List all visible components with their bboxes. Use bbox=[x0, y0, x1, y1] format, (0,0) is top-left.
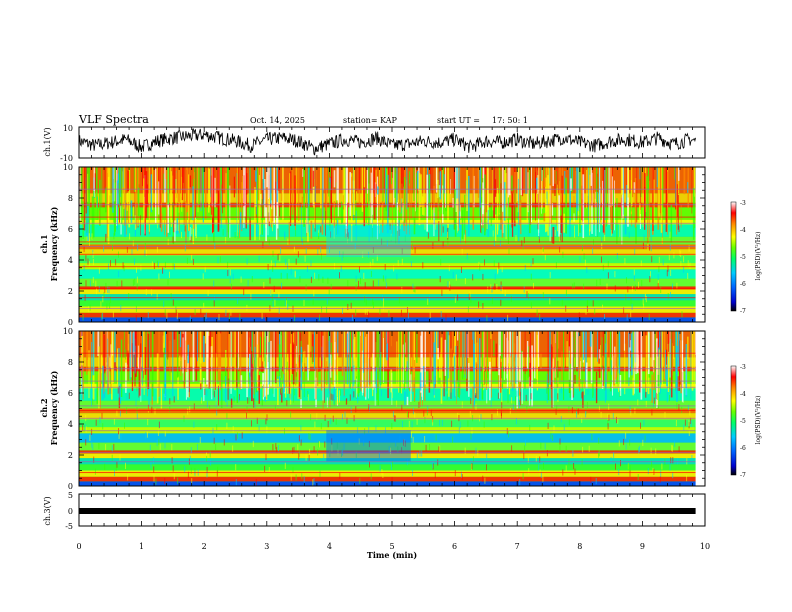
x-tick-label-10: 10 bbox=[700, 542, 710, 551]
ch1-ylabel-freq: Frequency (kHz) bbox=[49, 206, 59, 281]
figure-title: VLF Spectra bbox=[78, 113, 149, 126]
x-tick-label-2: 2 bbox=[202, 542, 207, 551]
x-tick-label-4: 4 bbox=[327, 542, 332, 551]
ch2-colorbar-label: log(PSD)(V²/Hz) bbox=[755, 396, 762, 445]
figure-date: Oct. 14, 2025 bbox=[250, 116, 305, 125]
freq-tick-label: 4 bbox=[68, 256, 73, 265]
ch1-colorbar-tick-3: -6 bbox=[740, 281, 746, 288]
figure-station: station= KAP bbox=[343, 116, 398, 125]
x-tick-label-5: 5 bbox=[389, 542, 394, 551]
ch3-ytick-top: 5 bbox=[68, 491, 73, 500]
ch2-ylabel-channel: ch.2 bbox=[39, 398, 49, 417]
ch2-ylabel-freq: Frequency (kHz) bbox=[49, 370, 59, 445]
x-tick-labels: 0 1 2 3 4 5 6 7 8 9 10 bbox=[76, 542, 710, 551]
ch2-colorbar: -3 -4 -5 -6 -7 log(PSD)(V²/Hz) bbox=[730, 364, 762, 479]
figure-start-value: 17: 50: 1 bbox=[492, 116, 528, 125]
ch2-colorbar-bar bbox=[730, 365, 737, 476]
ch1-colorbar-tick-1: -4 bbox=[740, 227, 746, 234]
ch2-colorbar-tick-0: -3 bbox=[740, 364, 746, 371]
x-tick-label-3: 3 bbox=[264, 542, 269, 551]
freq-tick-label: 10 bbox=[63, 327, 73, 336]
x-axis-label: Time (min) bbox=[367, 550, 417, 560]
ch3-ylabel: ch.3(V) bbox=[43, 496, 52, 525]
ch1-colorbar-tick-4: -7 bbox=[740, 308, 746, 315]
x-tick-label-1: 1 bbox=[139, 542, 144, 551]
ch1-spectrogram-panel: 0 2 4 6 8 10 ch.1 Frequency (kHz) bbox=[39, 163, 706, 327]
ch1-waveform-line bbox=[78, 128, 696, 156]
ch1-ylabel: ch.1(V) bbox=[43, 127, 52, 156]
freq-tick-label: 2 bbox=[68, 287, 73, 296]
freq-tick-label: 6 bbox=[68, 389, 73, 398]
freq-tick-label: 10 bbox=[63, 163, 73, 172]
ch1-waveform-panel: 10 -10 ch.1(V) bbox=[43, 124, 706, 163]
ch1-spectrogram-image bbox=[79, 167, 705, 322]
ch2-spectrogram-panel: 0 2 4 6 8 10 ch.2 Frequency (kHz) bbox=[39, 327, 706, 491]
ch1-colorbar-label: log(PSD)(V²/Hz) bbox=[755, 232, 762, 281]
ch3-waveform-band bbox=[79, 508, 696, 514]
freq-tick-label: 8 bbox=[68, 194, 73, 203]
ch2-spectrogram-image bbox=[79, 331, 705, 486]
x-tick-label-8: 8 bbox=[577, 542, 582, 551]
ch1-colorbar-tick-2: -5 bbox=[740, 254, 746, 261]
figure-start-label: start UT = bbox=[437, 116, 480, 125]
ch1-ytick-top: 10 bbox=[63, 124, 73, 133]
freq-tick-label: 2 bbox=[68, 451, 73, 460]
ch1-freq-ticks: 0 2 4 6 8 10 bbox=[63, 163, 705, 327]
x-tick-label-7: 7 bbox=[515, 542, 520, 551]
freq-tick-label: 0 bbox=[68, 482, 73, 491]
ch1-ylabel-channel: ch.1 bbox=[39, 234, 49, 253]
freq-tick-label: 8 bbox=[68, 358, 73, 367]
freq-tick-label: 0 bbox=[68, 318, 73, 327]
ch3-ytick-mid: 0 bbox=[68, 507, 73, 516]
ch2-freq-ticks: 0 2 4 6 8 10 bbox=[63, 327, 705, 491]
time-ticks bbox=[78, 127, 706, 526]
ch1-ytick-bottom: -10 bbox=[60, 154, 73, 163]
ch2-colorbar-tick-1: -4 bbox=[740, 391, 746, 398]
x-tick-label-9: 9 bbox=[640, 542, 645, 551]
ch1-colorbar: -3 -4 -5 -6 -7 log(PSD)(V²/Hz) bbox=[730, 200, 762, 315]
x-tick-label-6: 6 bbox=[452, 542, 457, 551]
freq-tick-label: 4 bbox=[68, 420, 73, 429]
ch3-waveform-panel: 5 0 -5 ch.3(V) bbox=[43, 491, 706, 531]
ch1-colorbar-bar bbox=[730, 201, 737, 312]
x-tick-label-0: 0 bbox=[76, 542, 81, 551]
ch2-colorbar-tick-3: -6 bbox=[740, 445, 746, 452]
ch3-ytick-bottom: -5 bbox=[65, 522, 73, 531]
freq-tick-label: 6 bbox=[68, 225, 73, 234]
ch1-colorbar-tick-0: -3 bbox=[740, 200, 746, 207]
ch2-colorbar-tick-2: -5 bbox=[740, 418, 746, 425]
ch2-colorbar-tick-4: -7 bbox=[740, 472, 746, 479]
